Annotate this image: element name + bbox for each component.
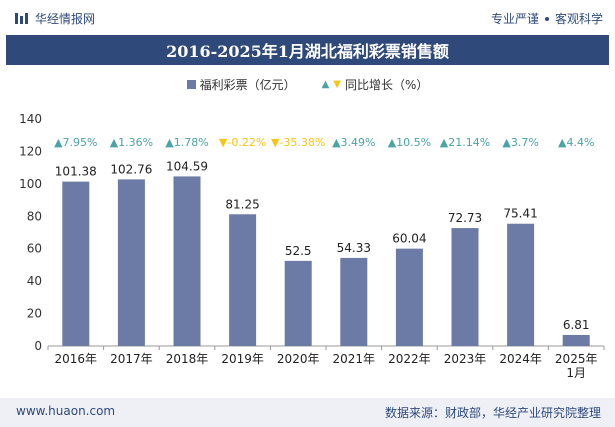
bar <box>562 334 590 346</box>
y-tick-label: 60 <box>27 242 42 256</box>
x-tick-label: 2025年 <box>555 352 598 366</box>
footer-source: 数据来源：财政部，华经产业研究院整理 <box>384 406 601 420</box>
slogan-2: 客观科学 <box>554 12 603 26</box>
legend-swatch-bar <box>186 79 196 89</box>
x-tick-label: 2021年 <box>333 352 376 366</box>
bar <box>395 248 423 346</box>
bar-value-label: 54.33 <box>337 241 371 255</box>
legend: 福利彩票（亿元） ▲ ▼ 同比增长（%） <box>0 75 615 93</box>
x-tick-label: 2024年 <box>499 352 542 366</box>
brand-name: 华经情报网 <box>35 11 96 26</box>
y-tick-label: 120 <box>19 144 42 158</box>
slogan: 专业严谨 客观科学 <box>491 10 603 27</box>
x-tick-label: 2023年 <box>444 352 487 366</box>
legend-label-bar: 福利彩票（亿元） <box>199 77 296 92</box>
legend-label-growth: 同比增长（%） <box>345 77 429 92</box>
growth-label: ▲3.49% <box>332 136 375 149</box>
growth-label: ▲1.36% <box>110 136 153 149</box>
title-band: 2016-2025年1月湖北福利彩票销售额 <box>6 35 609 65</box>
footer: www.huaon.com 数据来源：财政部，华经产业研究院整理 <box>0 398 615 427</box>
bar <box>284 260 312 346</box>
bar-value-label: 6.81 <box>563 318 590 332</box>
bar <box>340 257 368 346</box>
bar <box>62 181 90 346</box>
x-tick-label: 2019年 <box>221 352 264 366</box>
bar <box>229 214 257 346</box>
chart-title: 2016-2025年1月湖北福利彩票销售额 <box>166 42 449 61</box>
bar-value-label: 104.59 <box>166 159 208 173</box>
footer-website[interactable]: www.huaon.com <box>16 404 116 418</box>
top-bar: 华经情报网 专业严谨 客观科学 <box>0 0 615 34</box>
growth-label: ▼-0.22% <box>219 136 266 149</box>
growth-label: ▼-35.38% <box>271 136 325 149</box>
bar-value-label: 72.73 <box>448 211 482 225</box>
bar-value-label: 101.38 <box>55 165 97 179</box>
x-tick-label: 2017年 <box>110 352 153 366</box>
y-tick-label: 140 <box>19 112 42 126</box>
growth-label: ▲10.5% <box>388 136 431 149</box>
bar-value-label: 81.25 <box>225 197 259 211</box>
x-tick-label: 1月 <box>566 366 586 380</box>
slogan-1: 专业严谨 <box>490 12 539 26</box>
bar <box>451 228 479 346</box>
x-tick-label: 2022年 <box>388 352 431 366</box>
growth-label: ▲3.7% <box>502 136 538 149</box>
y-tick-label: 80 <box>27 209 42 223</box>
bar-value-label: 102.76 <box>110 162 152 176</box>
bar-value-label: 60.04 <box>392 232 426 246</box>
bar-value-label: 52.5 <box>285 244 312 258</box>
brand: 华经情报网 <box>14 9 95 27</box>
growth-label: ▲1.78% <box>165 136 208 149</box>
growth-label: ▲7.95% <box>54 136 97 149</box>
up-triangle-icon: ▲ <box>321 78 330 90</box>
y-tick-label: 20 <box>27 307 42 321</box>
down-triangle-icon: ▼ <box>333 78 341 90</box>
bar-value-label: 75.41 <box>503 207 537 221</box>
brand-logo-icon <box>15 12 28 24</box>
legend-item-growth: ▲ ▼ 同比增长（%） <box>322 76 429 93</box>
bar <box>507 223 535 346</box>
bar-chart: 0 20 40 60 80 100 120 140 101.38 2016年 ▲7.95% 102.7… <box>19 112 605 380</box>
y-tick-label: 0 <box>34 339 42 353</box>
y-tick-label: 40 <box>27 274 42 288</box>
legend-item-bar: 福利彩票（亿元） <box>186 76 296 93</box>
bar <box>173 176 201 346</box>
bar <box>117 179 145 346</box>
growth-label: ▲4.4% <box>558 136 594 149</box>
x-tick-label: 2016年 <box>55 352 98 366</box>
x-tick-label: 2020年 <box>277 352 320 366</box>
separator-dot-icon <box>544 16 549 21</box>
x-tick-label: 2018年 <box>166 352 209 366</box>
y-tick-label: 100 <box>19 177 42 191</box>
growth-label: ▲21.14% <box>440 136 490 149</box>
